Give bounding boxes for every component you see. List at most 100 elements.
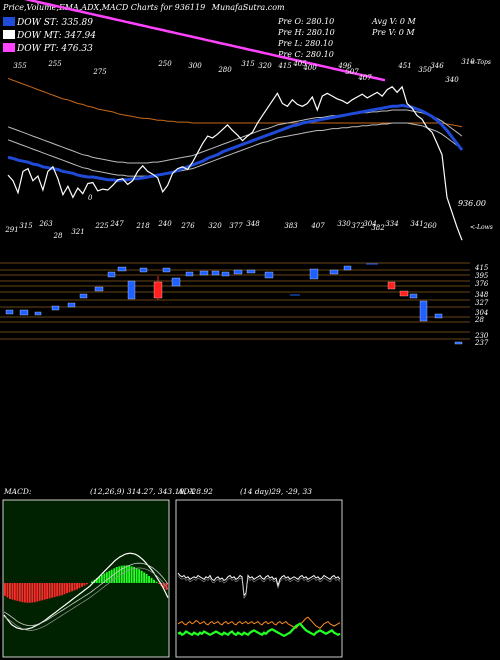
macd-histogram-bar bbox=[105, 572, 108, 583]
volume-marker bbox=[34, 311, 42, 316]
macd-histogram-bar bbox=[128, 565, 131, 583]
stat-pre-low: Pre L: 280.10 bbox=[278, 39, 334, 48]
bottom-price-label: 321 bbox=[71, 228, 84, 236]
legend-dow-mt: DOW MT: 347.94 bbox=[3, 30, 96, 41]
bottom-price-label: 218 bbox=[135, 222, 150, 230]
bottom-price-label: 341 bbox=[410, 220, 423, 228]
macd-histogram-bar bbox=[83, 583, 86, 586]
volume-marker bbox=[67, 302, 76, 308]
macd-histogram-bar bbox=[108, 570, 111, 583]
level-label: 327 bbox=[475, 299, 489, 307]
macd-histogram-bar bbox=[153, 579, 155, 583]
macd-histogram-bar bbox=[148, 576, 150, 583]
macd-histogram-bar bbox=[38, 583, 41, 601]
top-price-label: 405 bbox=[292, 60, 307, 68]
macd-histogram-bar bbox=[26, 583, 29, 603]
macd-histogram-bar bbox=[51, 583, 54, 598]
volume-marker bbox=[79, 293, 88, 299]
volume-marker bbox=[94, 286, 104, 292]
top-price-label: 407 bbox=[357, 74, 372, 82]
adx-line bbox=[177, 572, 341, 597]
volume-marker bbox=[264, 271, 274, 279]
level-label: 237 bbox=[474, 339, 489, 347]
top-price-label: 496 bbox=[337, 62, 352, 70]
top-price-label: 350 bbox=[418, 66, 432, 74]
ema-mid-band-lower bbox=[7, 122, 463, 177]
macd-histogram-bar bbox=[23, 583, 26, 603]
macd-histogram-bar bbox=[135, 568, 138, 583]
bottom-price-label: 348 bbox=[246, 220, 260, 228]
volume-marker bbox=[199, 270, 209, 276]
level-label: 415 bbox=[474, 264, 489, 272]
macd-histogram-bar bbox=[78, 583, 81, 589]
top-price-label: 346 bbox=[430, 62, 444, 70]
top-price-label: 275 bbox=[92, 68, 107, 76]
last-price-label: 936.00 bbox=[458, 199, 486, 208]
bottom-price-label: 315 bbox=[19, 222, 33, 230]
macd-histogram-bar bbox=[58, 583, 61, 596]
macd-histogram-bar bbox=[125, 565, 128, 583]
macd-histogram-bar bbox=[53, 583, 56, 598]
macd-histogram-bar bbox=[68, 583, 71, 593]
level-label: 376 bbox=[475, 280, 489, 288]
ema-mid-band-upper bbox=[7, 109, 463, 164]
macd-histogram-bar bbox=[63, 583, 66, 595]
stat-avg-volume: Avg V: 0 M bbox=[372, 17, 416, 26]
top-price-label: 415 bbox=[277, 62, 292, 70]
header-site: MunafaSutra.com bbox=[211, 3, 285, 12]
macd-signal-line bbox=[3, 562, 169, 626]
bottom-price-label: 383 bbox=[284, 222, 298, 230]
macd-histogram-bar bbox=[115, 567, 118, 583]
lows-marker: <-Lows bbox=[470, 224, 493, 231]
macd-histogram-bar bbox=[158, 583, 160, 584]
stat-pre-volume: Pre V: 0 M bbox=[372, 28, 415, 37]
volume-marker bbox=[387, 281, 396, 290]
macd-histogram-bar bbox=[43, 583, 46, 600]
macd-histogram-bar bbox=[41, 583, 44, 601]
volume-marker bbox=[309, 268, 319, 280]
volume-marker bbox=[185, 271, 194, 277]
adx-title: ADX bbox=[177, 487, 195, 496]
volume-marker bbox=[399, 290, 409, 297]
top-price-label: 315 bbox=[241, 60, 255, 68]
macd-histogram-bar bbox=[6, 583, 9, 598]
level-label: 304 bbox=[475, 309, 488, 317]
tops-marker: <-Tops bbox=[470, 59, 491, 66]
macd-histogram-bar bbox=[33, 583, 36, 603]
volume-marker bbox=[233, 269, 243, 275]
volume-marker bbox=[329, 269, 339, 275]
bottom-price-label: 320 bbox=[208, 222, 222, 230]
macd-signal-shadow bbox=[3, 567, 169, 631]
macd-histogram-bar bbox=[138, 569, 141, 583]
macd-histogram-bar bbox=[150, 577, 153, 583]
legend-dow-pt: DOW PT: 476.33 bbox=[3, 43, 93, 54]
macd-histogram-bar bbox=[143, 572, 146, 583]
macd-histogram-bar bbox=[163, 583, 165, 589]
macd-histogram-bar bbox=[36, 583, 39, 602]
volume-marker bbox=[434, 313, 443, 319]
macd-histogram-bar bbox=[103, 573, 106, 583]
top-price-label: 300 bbox=[188, 62, 202, 70]
macd-histogram-bar bbox=[61, 583, 64, 596]
macd-histogram-bar bbox=[48, 583, 51, 599]
macd-histogram-bar bbox=[98, 576, 101, 583]
macd-histogram-bar bbox=[76, 583, 78, 590]
legend-swatch-mt bbox=[3, 30, 15, 39]
legend-swatch-st bbox=[3, 17, 15, 26]
bottom-price-label: 291 bbox=[4, 226, 18, 234]
legend-swatch-pt bbox=[3, 43, 15, 52]
bottom-price-label: 263 bbox=[38, 220, 53, 228]
macd-histogram-bar bbox=[95, 578, 98, 583]
top-price-label: 250 bbox=[157, 60, 172, 68]
macd-histogram-bar bbox=[91, 581, 93, 583]
zero-marker: 0 bbox=[88, 194, 93, 202]
bottom-price-label: 334 bbox=[385, 220, 398, 228]
macd-histogram-bar bbox=[73, 583, 76, 591]
volume-marker bbox=[127, 280, 136, 300]
macd-histogram-bar bbox=[56, 583, 59, 597]
macd-histogram-bar bbox=[113, 568, 116, 583]
macd-histogram-bar bbox=[13, 583, 16, 601]
top-price-label: 340 bbox=[445, 76, 459, 84]
macd-histogram-bar bbox=[11, 583, 14, 600]
